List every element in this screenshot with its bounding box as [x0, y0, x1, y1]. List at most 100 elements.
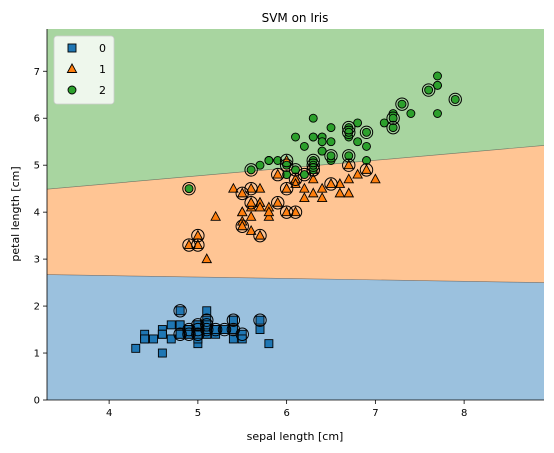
data-point-class-2	[291, 132, 300, 142]
data-point-class-0	[157, 329, 167, 339]
data-point-class-1	[272, 196, 284, 207]
data-point-class-1	[343, 159, 355, 170]
support-vector-ring	[217, 322, 232, 337]
support-vector-ring	[191, 228, 205, 243]
data-point-class-0	[264, 339, 274, 349]
support-vector-ring	[200, 322, 214, 337]
support-vector-ring	[386, 120, 400, 135]
y-tick-label: 7	[34, 67, 40, 78]
data-point-class-0	[175, 329, 185, 339]
support-vector-ring	[324, 149, 338, 163]
data-point-class-2	[317, 137, 327, 147]
data-point-class-2	[326, 137, 336, 147]
data-point-class-1	[254, 201, 266, 212]
support-vector-ring	[342, 120, 356, 135]
support-vector-ring	[200, 313, 214, 327]
data-point-class-2	[362, 156, 371, 165]
support-vector-ring	[226, 322, 241, 337]
data-point-class-2	[317, 146, 327, 156]
data-point-class-2	[397, 99, 407, 109]
data-point-class-1	[236, 206, 248, 217]
support-vector-ring	[271, 167, 285, 182]
support-vector-ring	[200, 318, 214, 332]
support-vector-ring	[306, 153, 320, 168]
support-vector-ring	[324, 177, 338, 191]
support-vector-ring	[208, 322, 223, 337]
support-vectors	[173, 83, 462, 341]
y-tick-label: 0	[34, 396, 40, 407]
support-vector-ring	[288, 163, 303, 177]
data-point-class-2	[308, 160, 318, 170]
support-vector-ring	[244, 196, 258, 210]
support-vector-ring	[253, 313, 267, 327]
data-point-class-1	[228, 182, 239, 193]
y-tick-label: 1	[34, 349, 40, 360]
data-point-class-2	[353, 137, 363, 147]
data-point-class-1	[210, 210, 221, 221]
data-point-class-2	[308, 113, 318, 123]
data-point-class-1	[299, 192, 310, 203]
data-point-class-1	[343, 173, 355, 184]
data-point-class-2	[433, 80, 442, 90]
data-point-class-2	[388, 123, 398, 133]
data-point-class-1	[272, 168, 284, 179]
y-axis-label: petal length [cm]	[9, 166, 22, 261]
support-vector-ring	[386, 111, 400, 125]
data-point-class-1	[236, 187, 248, 198]
legend-marker-class-0	[67, 43, 77, 53]
data-point-class-2	[299, 170, 309, 180]
data-point-class-1	[236, 220, 248, 231]
axes: 4 5 6 7 8 0 1 2 3 4 5 6 7	[34, 29, 544, 419]
support-vector-ring	[359, 125, 374, 140]
data-point-class-2	[406, 109, 416, 118]
data-point-class-0	[166, 320, 176, 330]
support-vector-ring	[182, 238, 196, 252]
support-vector-ring	[279, 158, 294, 172]
data-point-class-2	[362, 127, 371, 137]
data-points	[131, 71, 460, 358]
data-point-class-2	[344, 127, 354, 137]
legend-marker-class-2	[67, 85, 77, 95]
x-axis-label: sepal length [cm]	[247, 430, 344, 443]
x-tick-label: 7	[372, 408, 378, 419]
support-vector-ring	[173, 304, 187, 318]
data-point-class-2	[299, 141, 309, 151]
data-point-class-2	[424, 85, 434, 95]
data-point-class-1	[254, 229, 266, 240]
y-tick-label: 5	[34, 161, 40, 172]
data-point-class-2	[326, 123, 336, 133]
data-point-class-0	[255, 315, 265, 325]
support-vector-ring	[253, 228, 267, 243]
data-point-class-2	[308, 132, 318, 142]
data-point-class-2	[282, 170, 292, 180]
data-point-class-0	[175, 320, 185, 330]
data-point-class-2	[246, 165, 256, 175]
data-point-class-0	[149, 334, 158, 344]
data-point-class-2	[255, 160, 265, 170]
data-point-class-1	[245, 210, 257, 221]
data-point-class-0	[175, 306, 185, 316]
data-point-class-1	[370, 173, 381, 184]
data-point-class-0	[166, 334, 176, 344]
data-point-class-1	[325, 178, 337, 188]
support-vector-ring	[359, 163, 374, 177]
data-point-class-2	[433, 71, 442, 81]
support-vector-ring	[342, 149, 356, 163]
legend-label-class-0: 0	[99, 42, 106, 55]
data-point-class-1	[334, 187, 346, 198]
support-vector-ring	[342, 125, 356, 140]
data-point-class-0	[211, 325, 221, 335]
data-point-class-2	[326, 151, 336, 161]
region-class-2	[47, 29, 544, 190]
data-point-class-2	[344, 151, 354, 161]
data-point-class-1	[263, 206, 275, 217]
legend-marker-class-1	[66, 63, 78, 73]
data-point-class-1	[316, 192, 328, 203]
data-point-class-1	[281, 182, 292, 193]
x-tick-label: 6	[283, 408, 289, 419]
chart-title: SVM on Iris	[262, 11, 329, 25]
data-point-class-0	[228, 315, 238, 325]
support-vector-ring	[395, 97, 409, 111]
data-point-class-1	[343, 187, 355, 198]
